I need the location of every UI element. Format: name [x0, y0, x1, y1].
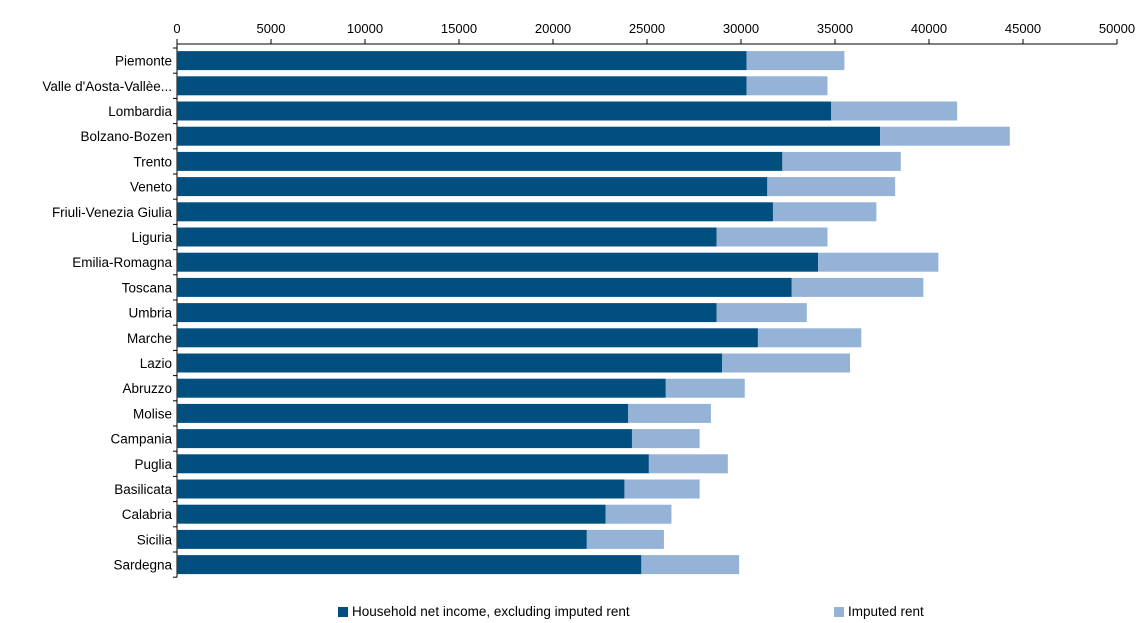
- category-label: Valle d'Aosta-Vallèe...: [42, 79, 172, 94]
- bar-imputed-rent: [722, 353, 851, 373]
- x-axis: 0 5000 10000 15000 20000 25000 30000 35000 40000…: [173, 21, 1135, 45]
- bar-imputed-rent: [746, 51, 845, 71]
- bar-household-net-income: [177, 529, 587, 549]
- category-label: Sardegna: [113, 558, 172, 573]
- category-label: Friuli-Venezia Giulia: [52, 205, 173, 220]
- category-label: Basilicata: [114, 482, 172, 497]
- bar-imputed-rent: [782, 151, 901, 171]
- category-label: Campania: [110, 432, 172, 447]
- category-label: Calabria: [122, 507, 173, 522]
- bar-imputed-rent: [716, 227, 828, 247]
- bar-imputed-rent: [628, 403, 711, 423]
- category-label: Marche: [127, 331, 172, 346]
- y-axis: Piemonte Valle d'Aosta-Vallèe... Lombardia…: [42, 44, 178, 578]
- bar-imputed-rent: [641, 555, 740, 575]
- category-label: Lombardia: [108, 104, 172, 119]
- bar-household-net-income: [177, 76, 747, 96]
- bar-household-net-income: [177, 277, 792, 297]
- legend-swatch-imputed-rent: [834, 606, 844, 617]
- bar-imputed-rent: [631, 429, 700, 449]
- x-tick-label: 5000: [257, 21, 286, 36]
- category-label: Emilia-Romagna: [72, 255, 172, 270]
- x-tick-label: 20000: [535, 21, 571, 36]
- bar-household-net-income: [177, 479, 625, 499]
- bar-imputed-rent: [757, 328, 862, 348]
- bar-household-net-income: [177, 227, 717, 247]
- bar-household-net-income: [177, 51, 747, 71]
- bar-imputed-rent: [746, 76, 828, 96]
- bar-household-net-income: [177, 126, 881, 146]
- category-label: Puglia: [134, 457, 172, 472]
- x-tick-label: 10000: [347, 21, 383, 36]
- category-label: Abruzzo: [122, 381, 172, 396]
- category-label: Liguria: [131, 230, 172, 245]
- x-tick-label: 30000: [723, 21, 759, 36]
- x-tick-label: 50000: [1099, 21, 1135, 36]
- category-label: Toscana: [122, 280, 173, 295]
- bar-household-net-income: [177, 378, 666, 398]
- category-label: Veneto: [130, 180, 172, 195]
- x-tick-label: 35000: [817, 21, 853, 36]
- x-tick-label: 15000: [441, 21, 477, 36]
- bar-imputed-rent: [791, 277, 924, 297]
- bars: [177, 51, 1010, 575]
- bar-household-net-income: [177, 454, 649, 474]
- legend: Household net income, excluding imputed …: [0, 600, 1142, 622]
- category-label: Sicilia: [137, 532, 173, 547]
- bar-imputed-rent: [818, 252, 939, 272]
- bar-imputed-rent: [605, 504, 672, 524]
- category-label: Umbria: [128, 306, 172, 321]
- bar-imputed-rent: [767, 177, 896, 197]
- bar-imputed-rent: [772, 202, 877, 222]
- category-label: Piemonte: [115, 54, 172, 69]
- category-label: Trento: [133, 154, 172, 169]
- x-tick-label: 45000: [1005, 21, 1041, 36]
- bar-household-net-income: [177, 555, 642, 575]
- bar-imputed-rent: [586, 529, 664, 549]
- legend-item-imputed-rent: Imputed rent: [834, 604, 924, 619]
- bar-household-net-income: [177, 177, 768, 197]
- bar-imputed-rent: [624, 479, 700, 499]
- category-label: Lazio: [140, 356, 172, 371]
- legend-label-imputed-rent: Imputed rent: [848, 604, 924, 619]
- legend-swatch-income: [338, 606, 348, 617]
- bar-household-net-income: [177, 151, 783, 171]
- bar-imputed-rent: [880, 126, 1010, 146]
- category-label: Bolzano-Bozen: [80, 129, 172, 144]
- category-label: Molise: [133, 406, 172, 421]
- x-tick-label: 0: [173, 21, 180, 36]
- bar-household-net-income: [177, 202, 773, 222]
- bar-household-net-income: [177, 101, 832, 121]
- bar-household-net-income: [177, 504, 606, 524]
- bar-imputed-rent: [716, 303, 807, 323]
- bar-household-net-income: [177, 353, 723, 373]
- x-tick-label: 25000: [629, 21, 665, 36]
- bar-household-net-income: [177, 403, 629, 423]
- bar-imputed-rent: [665, 378, 745, 398]
- bar-household-net-income: [177, 429, 632, 449]
- bar-household-net-income: [177, 252, 819, 272]
- legend-item-income: Household net income, excluding imputed …: [338, 604, 630, 619]
- bar-imputed-rent: [831, 101, 958, 121]
- legend-label-income: Household net income, excluding imputed …: [352, 604, 630, 619]
- bar-household-net-income: [177, 303, 717, 323]
- x-tick-label: 40000: [911, 21, 947, 36]
- stacked-bar-chart: 0 5000 10000 15000 20000 25000 30000 35000 40000…: [42, 21, 1135, 578]
- bar-household-net-income: [177, 328, 758, 348]
- bar-imputed-rent: [648, 454, 728, 474]
